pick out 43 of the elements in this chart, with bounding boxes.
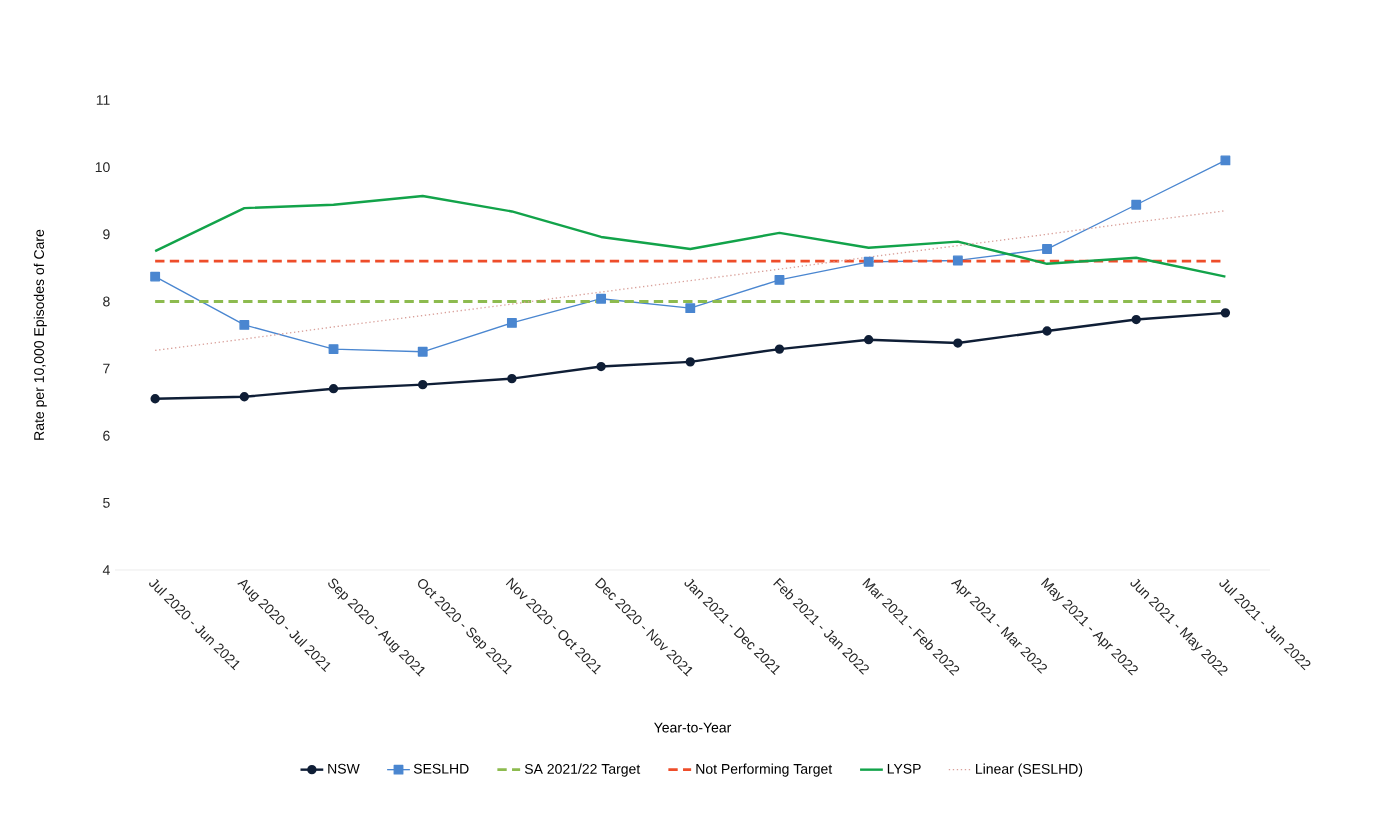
legend-label: Not Performing Target xyxy=(696,763,833,777)
legend-label: LYSP xyxy=(887,763,921,774)
legend-label: SESLHD xyxy=(413,763,469,774)
point xyxy=(506,317,517,328)
point xyxy=(328,384,339,394)
point xyxy=(1220,308,1231,318)
y-tick-label: 10 xyxy=(95,162,110,173)
point xyxy=(150,394,160,404)
point xyxy=(596,293,607,304)
point xyxy=(685,303,696,314)
point xyxy=(418,380,428,390)
legend-label: NSW xyxy=(328,763,360,774)
point xyxy=(1042,244,1052,254)
y-tick-label: 4 xyxy=(102,565,110,575)
line-series xyxy=(153,194,1227,278)
point xyxy=(150,271,161,282)
point xyxy=(953,338,963,348)
y-axis-title: Rate per 10,000 Episodes of Care xyxy=(33,229,47,440)
point xyxy=(685,357,695,367)
y-tick-label: 7 xyxy=(103,363,110,374)
point xyxy=(1131,199,1142,210)
x-axis-title: Year-to-Year xyxy=(654,722,732,733)
y-tick-label: 5 xyxy=(103,497,110,508)
point xyxy=(417,346,428,357)
point xyxy=(507,373,517,384)
point xyxy=(774,274,785,285)
point xyxy=(1131,314,1141,325)
y-tick-label: 8 xyxy=(103,296,110,307)
point xyxy=(328,344,339,355)
point xyxy=(239,392,249,402)
point xyxy=(596,361,606,372)
y-tick-label: 11 xyxy=(96,95,110,105)
point xyxy=(952,255,963,266)
point xyxy=(863,256,874,267)
point xyxy=(1042,326,1052,336)
point xyxy=(863,335,874,345)
y-tick-label: 6 xyxy=(103,430,110,441)
legend-label: Linear (SESLHD) xyxy=(976,763,1083,777)
legend-label: SA 2021/22 Target xyxy=(524,763,641,777)
y-tick-label: 9 xyxy=(103,229,110,240)
point xyxy=(239,319,250,330)
point xyxy=(1220,155,1231,166)
point xyxy=(774,344,785,354)
